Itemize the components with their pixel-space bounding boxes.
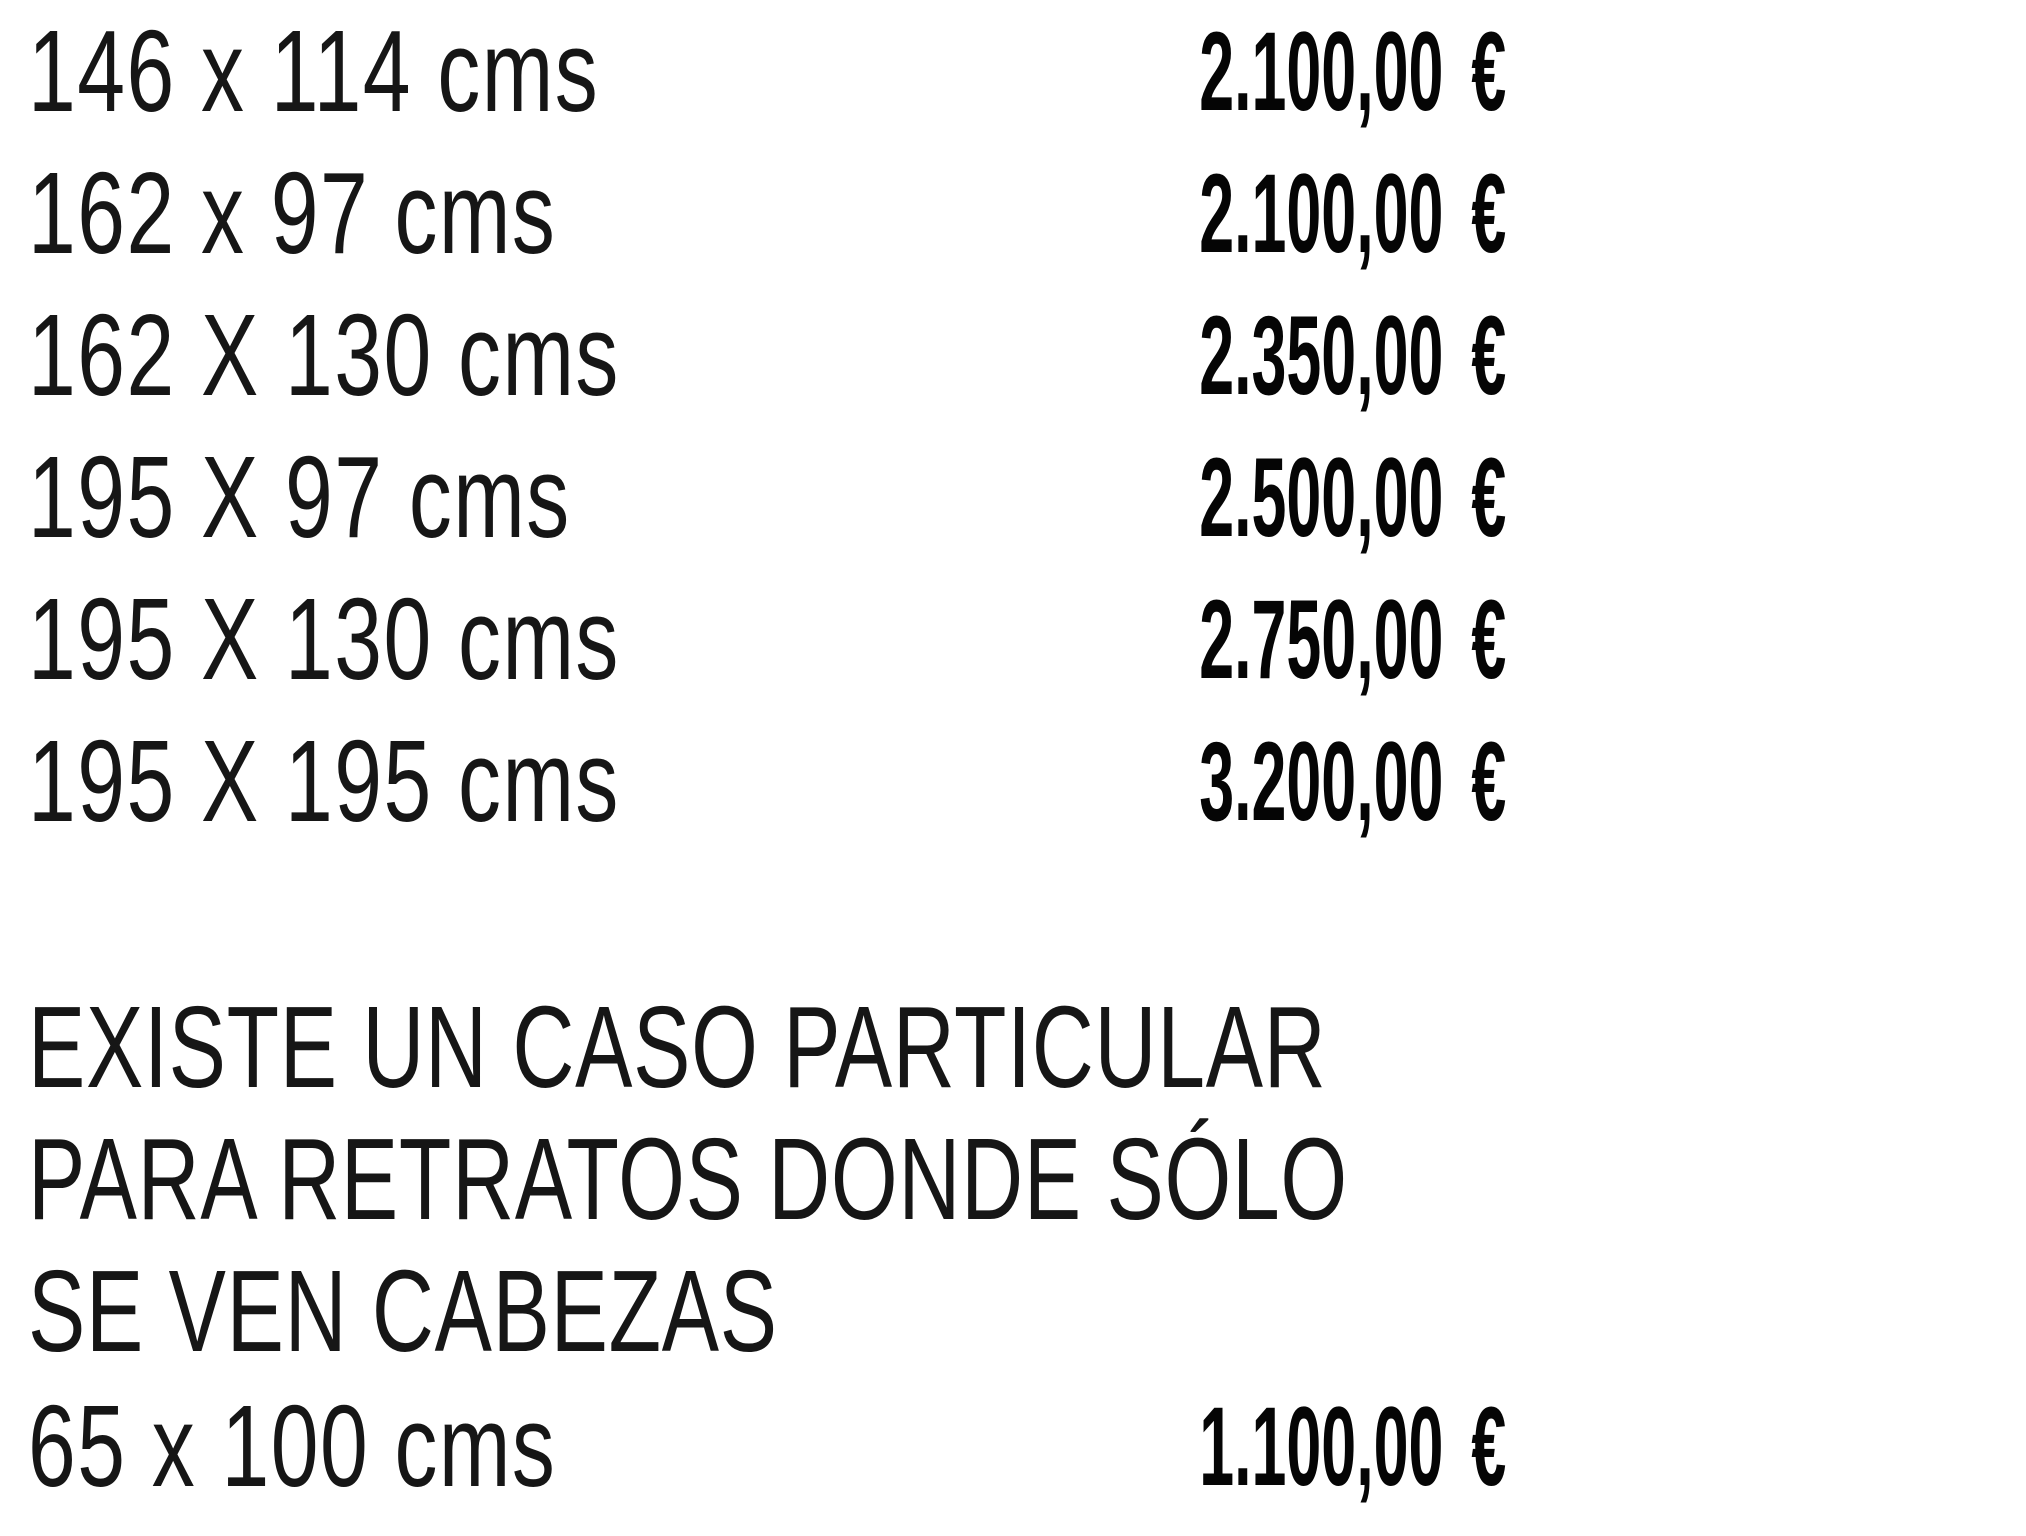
special-price-row: 65 x 100 cms 1.100,00 € [28,1375,1506,1517]
price-row: 162 X 130 cms 2.350,00 € [28,284,1506,426]
price-row: 195 X 97 cms 2.500,00 € [28,426,1506,568]
note-text-line: SE VEN CABEZAS [28,1246,778,1376]
price-row: 146 x 114 cms 2.100,00 € [28,0,1506,142]
price-amount: 2.750,00 [1198,576,1444,702]
price-row: 195 X 195 cms 3.200,00 € [28,710,1506,852]
price-amount: 2.100,00 [1198,150,1444,276]
price-amount: 3.200,00 [1198,718,1444,844]
price-row: 195 X 130 cms 2.750,00 € [28,568,1506,710]
euro-currency-symbol: € [1471,718,1506,844]
euro-currency-symbol: € [1471,8,1506,134]
price-group: 2.350,00 € [1199,291,1506,420]
price-group: 3.200,00 € [1199,717,1506,846]
size-label: 195 X 97 cms [28,432,571,562]
price-amount: 2.350,00 [1198,292,1444,418]
price-group: 1.100,00 € [1199,1382,1506,1511]
price-amount: 1.100,00 [1198,1383,1444,1509]
note-text-line: PARA RETRATOS DONDE SÓLO [28,1114,1348,1244]
price-group: 2.500,00 € [1199,433,1506,562]
size-label: 195 X 130 cms [28,574,620,704]
price-row: 162 x 97 cms 2.100,00 € [28,142,1506,284]
size-label: 146 x 114 cms [28,6,600,136]
price-group: 2.750,00 € [1199,575,1506,704]
size-label: 162 x 97 cms [28,148,557,278]
euro-currency-symbol: € [1471,150,1506,276]
euro-currency-symbol: € [1471,292,1506,418]
euro-currency-symbol: € [1471,434,1506,560]
euro-currency-symbol: € [1471,576,1506,702]
price-amount: 2.100,00 [1198,8,1444,134]
price-group: 2.100,00 € [1199,7,1506,136]
size-label: 65 x 100 cms [28,1381,557,1511]
size-label: 195 X 195 cms [28,716,620,846]
price-amount: 2.500,00 [1198,434,1444,560]
size-label: 162 X 130 cms [28,290,620,420]
price-group: 2.100,00 € [1199,149,1506,278]
euro-currency-symbol: € [1471,1383,1506,1509]
note-text-line: EXISTE UN CASO PARTICULAR [28,982,1327,1112]
special-case-note: EXISTE UN CASO PARTICULAR PARA RETRATOS … [28,981,1812,1377]
